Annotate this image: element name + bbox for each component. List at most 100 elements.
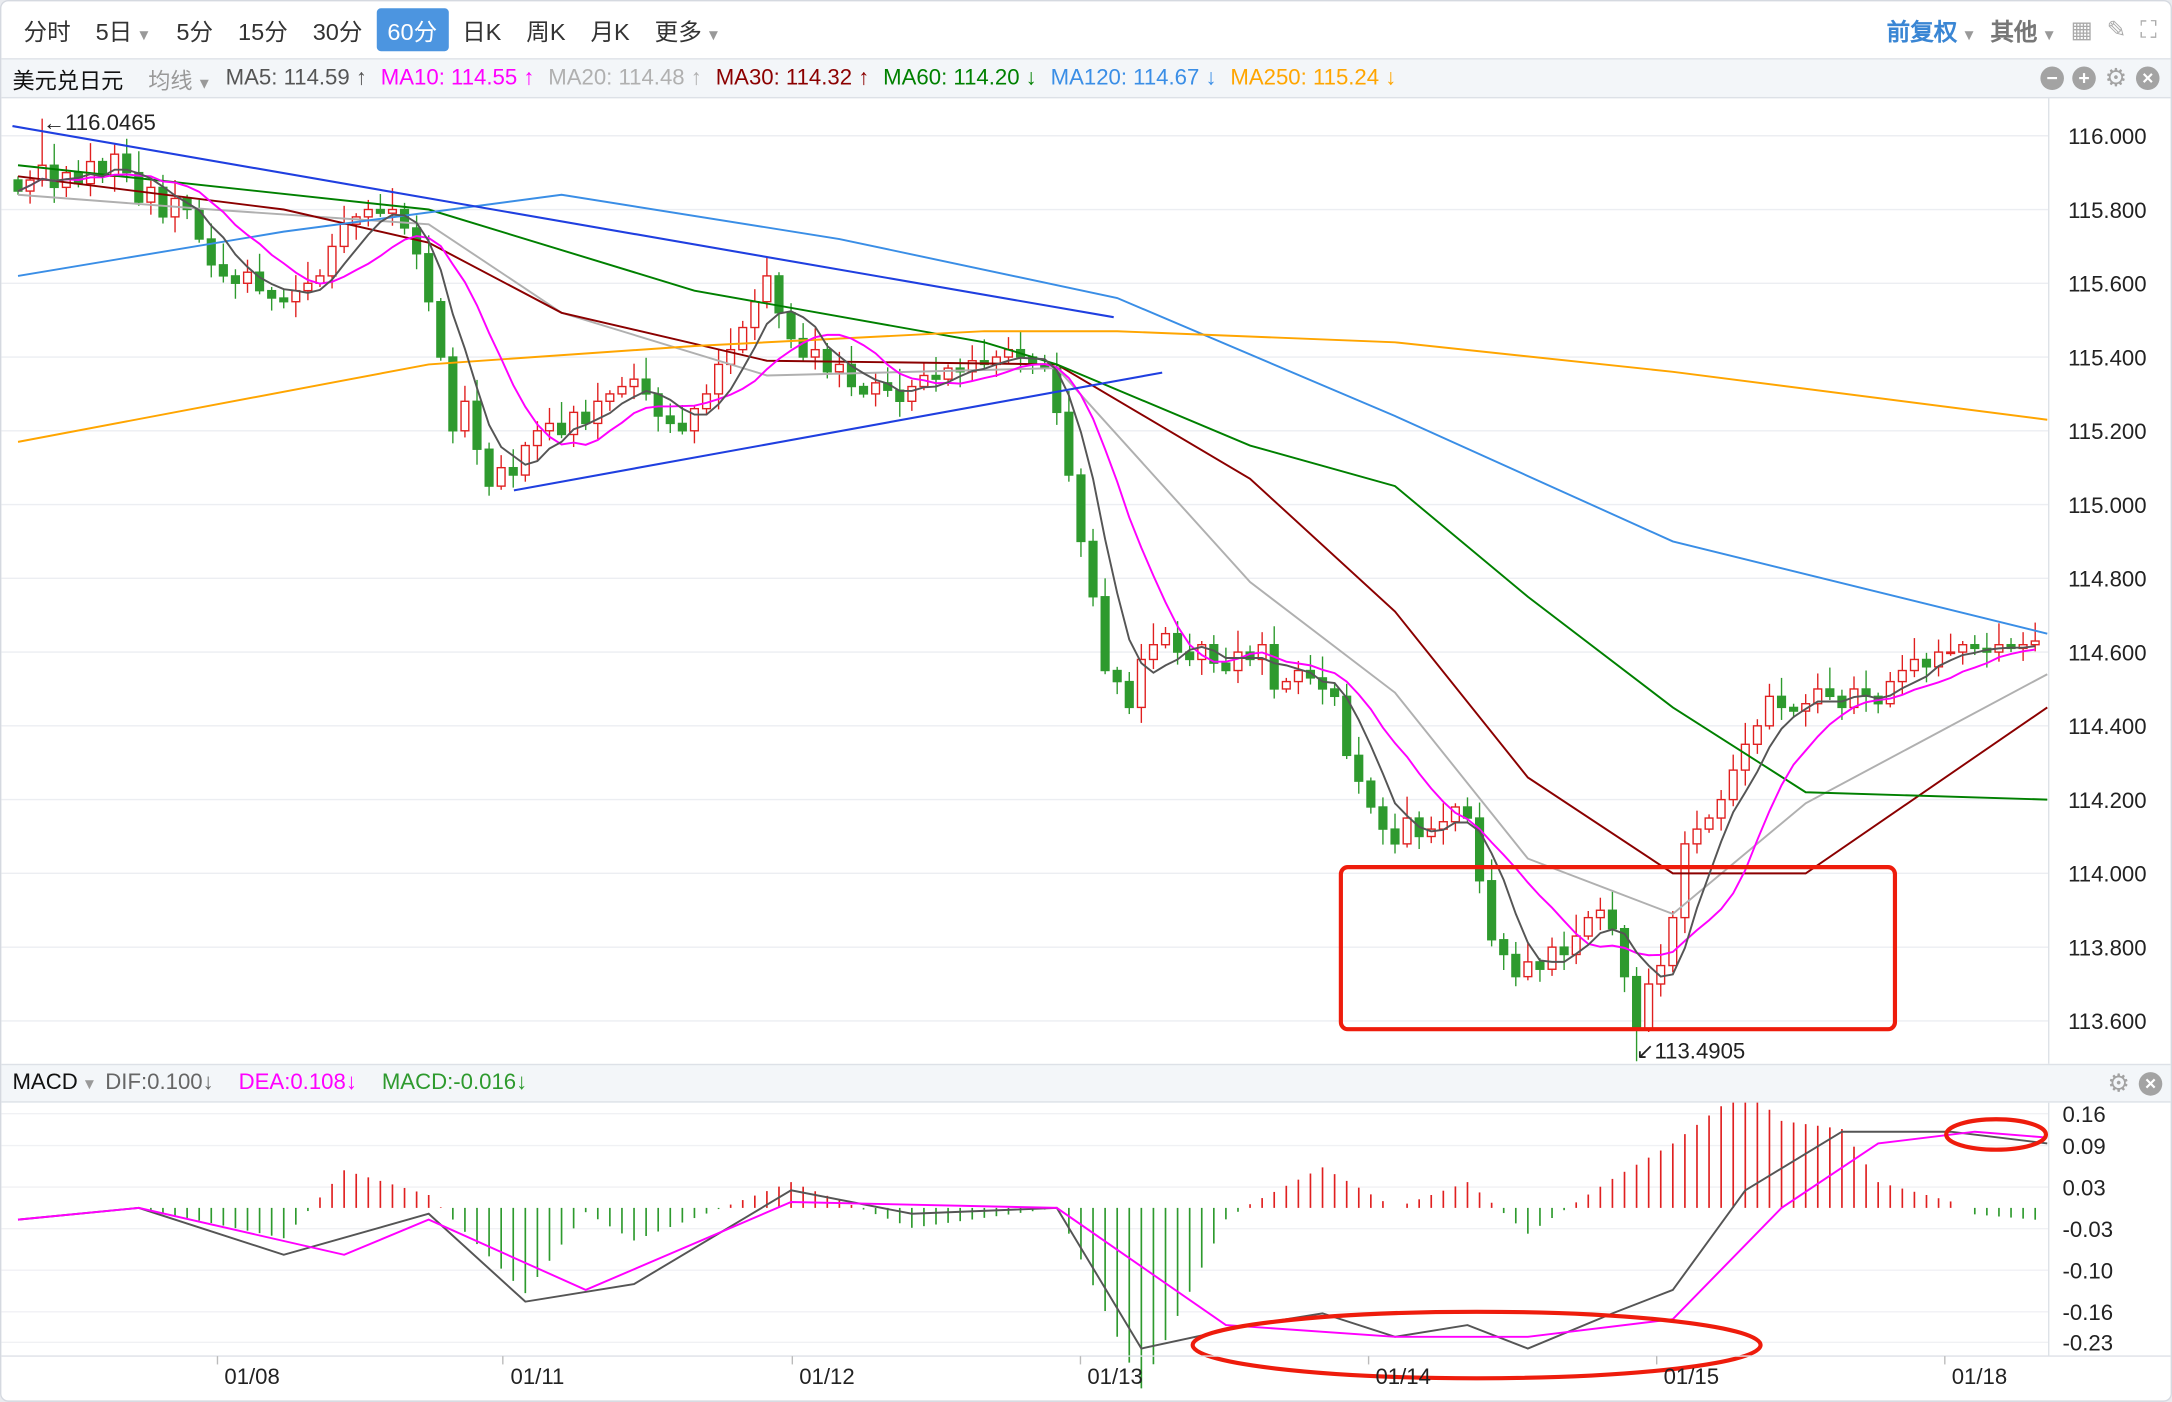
candle-body [1813,688,1823,705]
candle-body [834,363,844,373]
ma250-line [17,330,2048,443]
tab-60min[interactable]: 60分 [376,8,449,52]
ma-legend-item: MA250: 115.24 ↓ [1230,65,1397,90]
low-price-label: ↙113.4905 [1636,1038,1745,1063]
candle-body [1426,828,1436,838]
close-icon[interactable]: × [2135,66,2160,91]
candle-body [1752,725,1762,745]
candle-body [762,275,772,303]
candle-body [1160,632,1171,646]
candle-body [1462,806,1473,819]
gear-icon[interactable]: ⚙ [2104,63,2128,92]
candle-body [303,282,313,292]
candle-body [1632,975,1642,1029]
other-dropdown[interactable]: 其他 ▼ [1990,12,2056,47]
candle-body [1789,706,1799,712]
chevron-down-icon: ▼ [136,27,152,45]
candle-body [146,186,156,203]
tab-more[interactable]: 更多 ▼ [644,8,733,51]
candle-body [508,466,518,476]
candle-body [399,208,410,229]
candle-body [424,253,434,303]
brush-icon[interactable]: ✎ [2106,15,2127,43]
macd-tick-label: 0.03 [2063,1175,2106,1200]
macd-indicator-select[interactable]: MACD ▼ [12,1071,96,1096]
ma-legend-item: MA120: 114.67 ↓ [1050,65,1217,90]
candle-body [1728,769,1738,801]
ma-legend-bar: 美元兑日元 均线 ▼ MA5: 114.59 ↑ MA10: 114.55 ↑ MA2… [1,59,2171,99]
tab-daily[interactable]: 日K [462,19,502,46]
candle-body [1064,411,1074,476]
tab-more-label: 更多 [654,19,702,46]
candle-body [339,223,349,248]
candle-body [327,245,337,277]
ma20-line [17,193,2048,916]
tab-15min[interactable]: 15分 [238,19,288,46]
candle-body [1692,828,1702,845]
candle-body [1088,540,1098,598]
date-tick-label: 01/18 [1952,1364,2007,1389]
candle-body [1921,658,1932,668]
ma5-line [17,168,2036,978]
fullscreen-icon[interactable]: ⛶ [2140,15,2157,43]
date-tick-label: 01/15 [1664,1364,1719,1389]
symbol-name: 美元兑日元 [12,69,124,94]
candle-body [1185,651,1195,661]
chevron-down-icon: ▼ [705,27,722,45]
macd-tick-label: -0.16 [2063,1300,2114,1325]
candle-body [375,208,385,214]
candle-body [122,153,132,174]
candle-body [1269,644,1279,690]
tab-5min[interactable]: 5分 [176,19,214,46]
macd-chart[interactable]: 0.16 0.09 0.03 -0.03 -0.10 -0.16 -0.23 01/08 01/… [1,1102,2172,1402]
candle-body [544,422,555,432]
zoom-out-icon[interactable]: − [2040,66,2064,91]
macd-tick-label: -0.03 [2063,1217,2114,1242]
ma10-line [17,173,2036,957]
candle-body [1511,953,1521,978]
candle-body [1547,946,1557,970]
candle-body [1354,754,1364,782]
price-tick-label: 116.000 [2068,124,2146,149]
candle-body [1342,695,1352,757]
tab-30min[interactable]: 30分 [312,19,363,46]
price-chart[interactable]: 116.000 115.800 115.600 115.400 115.200 115.0… [1,96,2172,1064]
candle-body [1366,780,1376,808]
chevron-down-icon: ▼ [81,1076,97,1093]
macd-value: MACD:-0.016↓ [381,1070,528,1095]
candle-body [569,411,579,436]
candle-body [943,367,953,380]
ma-legend-item: MA60: 114.20 ↓ [883,65,1037,90]
tab-monthly[interactable]: 月K [590,19,630,46]
ma30-line [17,175,2048,875]
tab-timeshare[interactable]: 分时 [23,19,71,46]
tab-weekly[interactable]: 周K [526,19,566,46]
candle-body [1559,946,1569,956]
layout-grid-icon[interactable]: ▦ [2070,15,2093,43]
candle-body [1885,680,1895,705]
candle-body [1776,695,1787,709]
candle-body [532,430,542,447]
candle-body [291,289,301,303]
candle-body [1076,474,1086,543]
zoom-in-icon[interactable]: + [2072,66,2096,91]
gear-icon[interactable]: ⚙ [2107,1068,2130,1097]
candle-body [653,393,663,417]
candle-body [858,385,869,395]
dea-line [17,1130,2048,1338]
candle-body [1112,669,1122,683]
tab-5day[interactable]: 5日 ▼ [84,8,162,51]
date-tick-label: 01/13 [1087,1364,1142,1389]
adjust-dropdown[interactable]: 前复权 ▼ [1887,12,1977,47]
candle-body [629,378,639,388]
candle-body [2030,640,2040,646]
ma-selector[interactable]: 均线 ▼ [148,62,212,95]
chevron-down-icon: ▼ [196,75,212,93]
macd-tick-label: 0.09 [2063,1134,2106,1159]
price-tick-label: 115.600 [2068,272,2146,297]
candle-body [267,289,277,299]
price-tick-label: 115.000 [2068,493,2146,518]
candle-body [1644,983,1654,1029]
ma-selector-label: 均线 [148,69,193,94]
close-icon[interactable]: × [2138,1071,2163,1096]
